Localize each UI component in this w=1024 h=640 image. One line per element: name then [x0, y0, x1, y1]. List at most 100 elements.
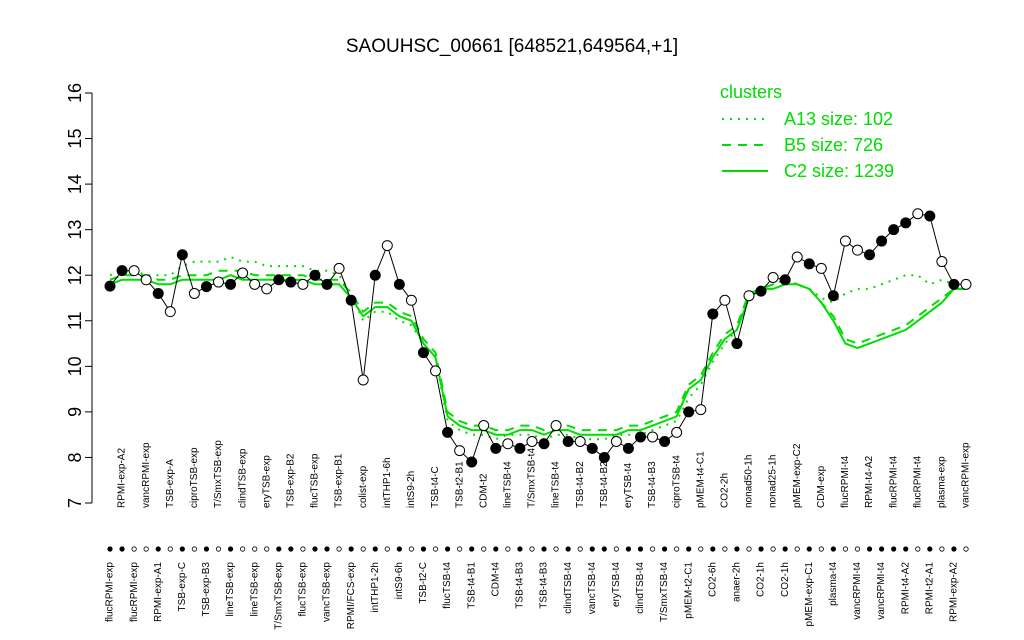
x-tick-label: flucTSB-exp	[310, 453, 321, 508]
data-point	[695, 404, 707, 416]
x-tick-label: eryTSB-t4	[611, 562, 622, 607]
sample-dot	[131, 546, 137, 552]
sample-dot	[215, 546, 222, 552]
x-tick-label: CO2-6h	[707, 562, 718, 597]
data-point	[381, 240, 393, 252]
x-tick-label: vancRPMI-t4	[852, 562, 863, 620]
data-point	[176, 249, 188, 261]
data-point	[261, 283, 273, 295]
data-point	[393, 278, 405, 290]
data-point	[490, 442, 502, 454]
x-tick-label: TSB-t4-B2	[599, 461, 610, 508]
y-tick-label: 7	[65, 498, 85, 508]
sample-dot	[179, 546, 185, 552]
sample-dot	[758, 546, 764, 552]
sample-dot	[191, 546, 197, 552]
sample-dot	[288, 546, 294, 552]
sample-dot	[565, 546, 571, 552]
data-point	[791, 251, 803, 263]
data-point	[152, 287, 164, 299]
expression-line	[109, 213, 966, 463]
sample-dot	[625, 546, 632, 552]
x-tick-label: clindTSB-t4	[563, 562, 574, 614]
data-point	[851, 244, 863, 256]
sample-dot	[312, 546, 318, 552]
sample-dot	[589, 546, 595, 552]
x-tick-label: T/SmxTSB-t4	[659, 562, 670, 622]
x-tick-label: ciproTSB-exp	[189, 447, 200, 508]
x-tick-label: anaer-2h	[732, 562, 743, 602]
sample-dot	[939, 546, 945, 552]
x-tick-label: colist-exp	[358, 465, 369, 508]
x-tick-label: clindTSB-t4	[635, 562, 646, 614]
sample-dot	[734, 546, 740, 552]
data-point	[333, 262, 345, 274]
data-point	[960, 278, 972, 290]
legend-label: A13 size: 102	[784, 109, 893, 129]
y-tick-label: 12	[65, 265, 85, 285]
data-point	[357, 374, 369, 386]
sample-dot	[155, 546, 161, 552]
x-tick-label: flucRPMI-exp	[105, 562, 116, 622]
legend-label: B5 size: 726	[784, 135, 883, 155]
sample-dot	[264, 546, 270, 552]
sample-dot	[951, 546, 957, 552]
x-tick-label: pMEM-exp-C2	[792, 443, 803, 508]
sample-dot	[722, 546, 728, 552]
sample-dot	[806, 546, 812, 552]
data-point	[200, 281, 212, 293]
data-point	[430, 365, 442, 377]
x-tick-label: RPMI/FCS-exp	[346, 562, 357, 630]
data-point	[671, 426, 683, 438]
sample-dot	[601, 546, 607, 552]
data-point	[936, 256, 948, 268]
sample-dot	[637, 546, 644, 552]
data-point	[755, 285, 767, 297]
sample-dot	[300, 546, 306, 552]
y-tick-label: 16	[65, 83, 85, 103]
sample-dot	[661, 546, 668, 552]
sample-dot	[577, 546, 583, 552]
sample-dot	[770, 546, 776, 552]
sample-dot	[541, 546, 547, 552]
data-point	[610, 436, 622, 447]
sample-dot	[324, 546, 330, 552]
sample-dot	[457, 546, 463, 552]
sample-dot	[240, 546, 246, 552]
sample-dot	[674, 546, 680, 552]
data-point	[297, 278, 309, 290]
sample-dot	[360, 546, 366, 552]
sample-dot	[493, 546, 499, 552]
y-tick-label: 8	[65, 452, 85, 462]
x-tick-label: TSB-t2-B1	[454, 461, 465, 508]
sample-dot	[372, 546, 378, 552]
data-point	[803, 258, 815, 270]
data-point	[767, 272, 779, 283]
data-point	[454, 445, 466, 457]
data-point	[876, 235, 888, 247]
x-tick-label: lineTSB-exp	[249, 562, 260, 617]
x-tick-label: RPMI-exp-A2	[117, 448, 128, 508]
x-tick-label: flucTSB-exp	[298, 562, 309, 617]
x-tick-label: flucRPMI-t4	[840, 455, 851, 508]
x-tick-label: TSB-t4-B2	[575, 461, 586, 508]
data-point	[225, 278, 237, 290]
data-point	[369, 269, 381, 281]
x-tick-label: TSB-t4-B1	[466, 562, 477, 609]
x-tick-label: vancTSB-exp	[322, 562, 333, 622]
data-point	[188, 287, 200, 299]
data-point	[405, 294, 417, 306]
data-point	[779, 274, 791, 286]
x-tick-label: nonad25-1h	[768, 455, 779, 508]
x-tick-label: flucTSB-t4	[442, 562, 453, 609]
data-point	[478, 420, 490, 432]
data-point	[285, 276, 297, 288]
data-point	[815, 262, 827, 274]
sample-dot	[107, 546, 113, 552]
x-tick-label: TSB-t4-B3	[515, 562, 526, 609]
data-point	[345, 294, 357, 306]
x-tick-label: CDM-t4	[490, 562, 501, 597]
x-tick-label: vancRPMI-t4	[876, 562, 887, 620]
x-tick-label: flucRPMI-t4	[912, 455, 923, 508]
x-tick-label: TSB-exp-C	[177, 562, 188, 611]
